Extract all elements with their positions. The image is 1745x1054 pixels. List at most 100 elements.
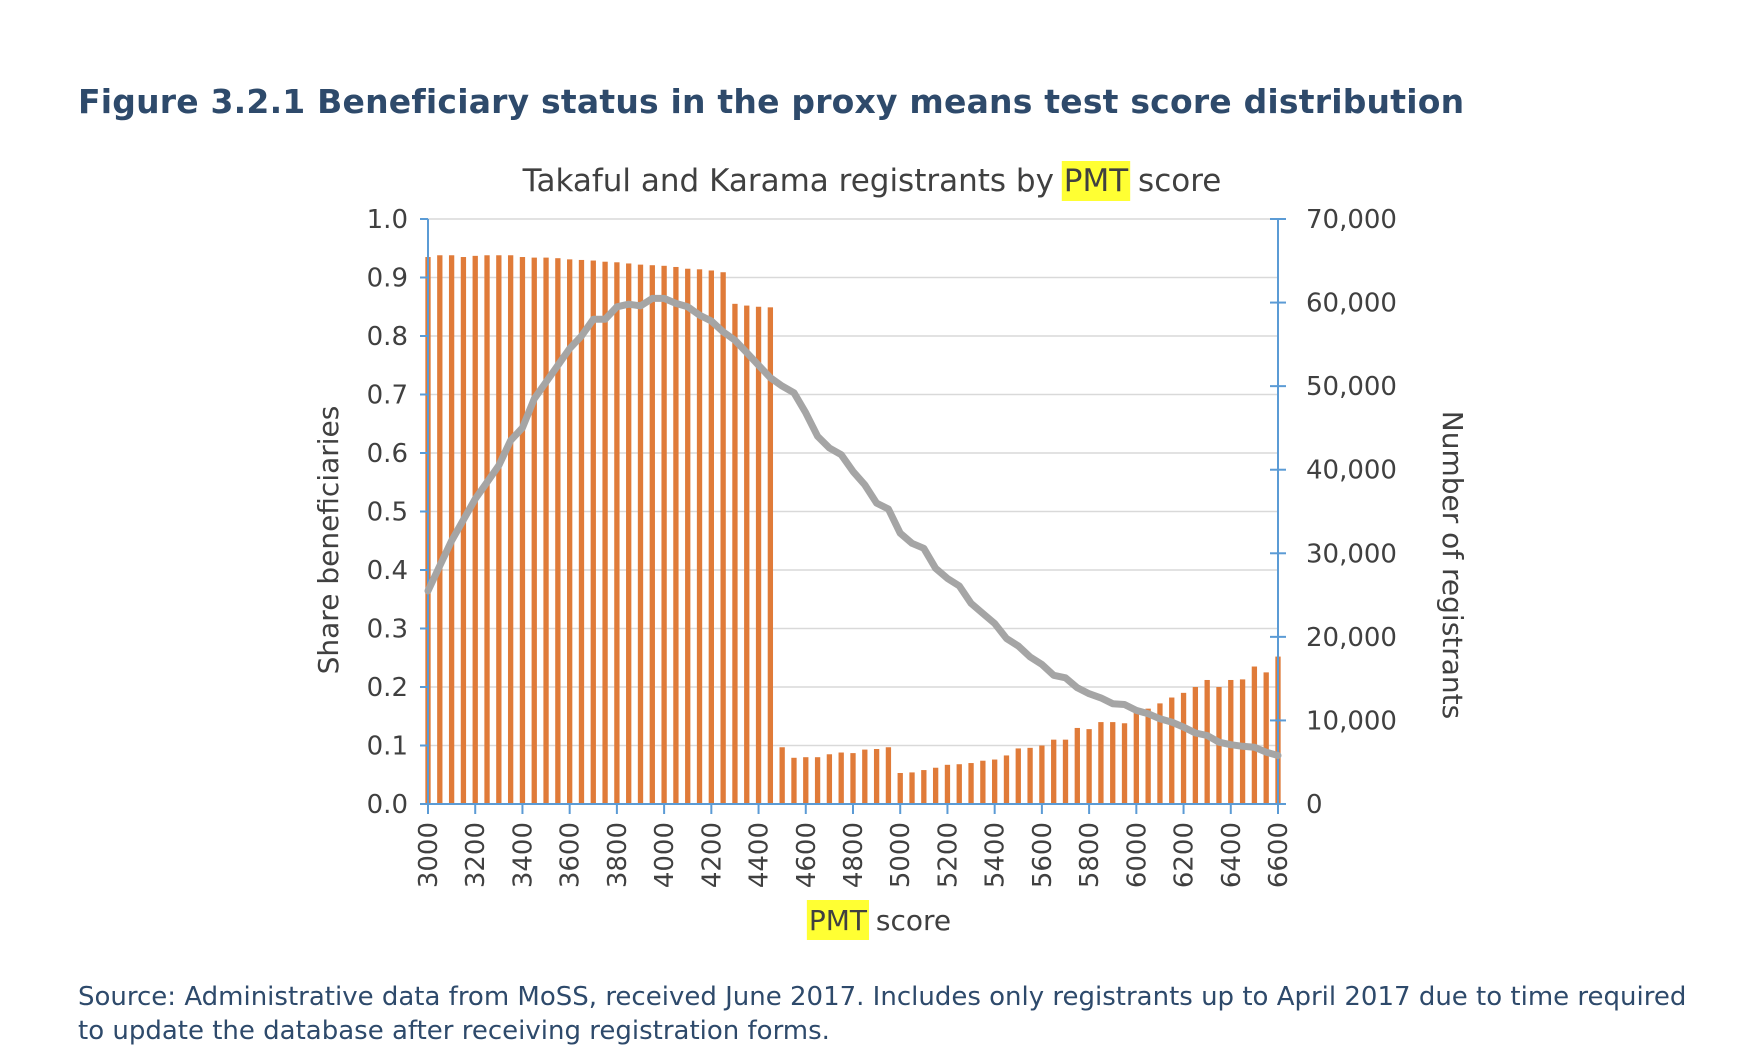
y-left-tick-label: 0.0 xyxy=(367,790,408,820)
bar xyxy=(696,269,703,804)
bar xyxy=(814,757,821,804)
svg-text:Takaful and Karama registrants: Takaful and Karama registrants by PMT sc… xyxy=(522,163,1222,199)
y-left-tick-label: 0.8 xyxy=(367,322,408,352)
bar xyxy=(567,259,573,804)
x-tick-label: 6600 xyxy=(1264,822,1294,888)
bar xyxy=(944,764,951,804)
x-tick-label: 6200 xyxy=(1170,822,1200,888)
bar xyxy=(1051,739,1057,804)
bar xyxy=(1263,672,1269,804)
bar xyxy=(1133,711,1139,804)
x-axis-title: PMT score xyxy=(806,900,951,940)
y-left-tick-label: 0.6 xyxy=(367,439,408,469)
y-left-tick-label: 0.5 xyxy=(367,498,408,528)
y-left-tick-label: 0.9 xyxy=(367,264,408,294)
x-tick-label: 6000 xyxy=(1122,822,1152,888)
bar xyxy=(448,255,455,804)
y-right-tick-label: 60,000 xyxy=(1306,289,1397,319)
bar xyxy=(602,261,608,805)
figure-title: Figure 3.2.1 Beneficiary status in the p… xyxy=(78,82,1465,121)
bar xyxy=(885,747,892,804)
bar xyxy=(1180,692,1187,804)
x-tick-label: 3400 xyxy=(508,822,538,888)
x-tick-label: 4400 xyxy=(745,822,775,888)
svg-text:PMT score: PMT score xyxy=(809,904,951,937)
bar xyxy=(496,255,502,804)
y-left-tick-label: 0.1 xyxy=(367,732,408,762)
bar xyxy=(968,763,974,804)
line-registrants xyxy=(424,294,1282,759)
bar xyxy=(472,255,478,805)
bar xyxy=(1015,748,1021,804)
x-tick-label: 5600 xyxy=(1028,822,1058,888)
bar xyxy=(1169,697,1175,804)
x-tick-label: 5000 xyxy=(886,822,916,888)
bar xyxy=(980,760,986,804)
y-left-tick-label: 0.2 xyxy=(367,673,408,703)
x-tick-label: 5800 xyxy=(1075,822,1105,888)
bar xyxy=(637,264,644,804)
bar xyxy=(708,270,714,805)
y-right-tick-label: 40,000 xyxy=(1306,456,1397,486)
chart-title-pre: Takaful and Karama registrants by xyxy=(522,163,1064,199)
bar xyxy=(685,268,691,805)
bar xyxy=(744,305,750,804)
bar xyxy=(850,753,856,804)
y-right-tick-label: 30,000 xyxy=(1306,539,1397,569)
bar xyxy=(555,258,561,804)
x-tick-label: 4200 xyxy=(697,822,727,888)
bar xyxy=(1062,739,1069,804)
bar xyxy=(897,772,903,804)
x-tick-label: 6400 xyxy=(1217,822,1247,888)
bar xyxy=(1098,722,1104,804)
bar xyxy=(614,262,620,804)
chart-title: Takaful and Karama registrants by PMT sc… xyxy=(522,161,1222,201)
bar xyxy=(791,757,797,804)
tick-labels: 0.0 0.1 0.2 0.3 0.4 0.5 0.6 0.7 0.8 0.9 1.0 0 10,000… xyxy=(367,205,1397,888)
bar xyxy=(1086,729,1092,804)
y-right-tick-label: 10,000 xyxy=(1306,706,1397,736)
x-tick-label: 3200 xyxy=(461,822,491,888)
bar xyxy=(932,767,939,804)
bar xyxy=(826,754,833,804)
bar xyxy=(531,257,537,804)
chart-title-highlight xyxy=(1061,161,1131,201)
x-tick-label: 5200 xyxy=(933,822,963,888)
line-series xyxy=(424,294,1282,759)
x-tick-label: 4800 xyxy=(839,822,869,888)
bar xyxy=(862,749,868,804)
chart-title-post: score xyxy=(1128,163,1221,199)
bar xyxy=(992,759,998,804)
x-tick-label: 5400 xyxy=(981,822,1011,888)
y-right-tick-label: 0 xyxy=(1306,790,1323,820)
bar xyxy=(1239,679,1246,804)
x-tick-label: 3800 xyxy=(603,822,633,888)
y-left-tick-label: 0.3 xyxy=(367,615,408,645)
bar xyxy=(590,260,596,804)
bar xyxy=(1251,666,1258,804)
bar xyxy=(1145,708,1151,804)
bar xyxy=(578,259,585,804)
bar xyxy=(673,266,679,805)
bar xyxy=(1121,723,1128,804)
bar xyxy=(720,272,726,804)
x-axis-title-post: score xyxy=(867,904,951,937)
bar xyxy=(921,770,927,804)
x-tick-label: 3600 xyxy=(556,822,586,888)
bar xyxy=(909,772,915,804)
y-left-tick-label: 0.7 xyxy=(367,381,408,411)
bar xyxy=(649,265,655,805)
x-axis-title-highlight xyxy=(806,900,870,940)
bar xyxy=(507,255,514,804)
bar xyxy=(543,257,549,804)
bar xyxy=(437,255,443,804)
bar xyxy=(1074,727,1080,804)
bar xyxy=(519,257,526,804)
bar xyxy=(755,306,762,804)
bar xyxy=(732,303,738,804)
bar xyxy=(1204,679,1210,804)
x-axis-title-highlight-word: PMT xyxy=(809,904,868,937)
bar xyxy=(1157,703,1163,804)
bar xyxy=(460,257,467,804)
y-right-tick-label: 20,000 xyxy=(1306,623,1397,653)
